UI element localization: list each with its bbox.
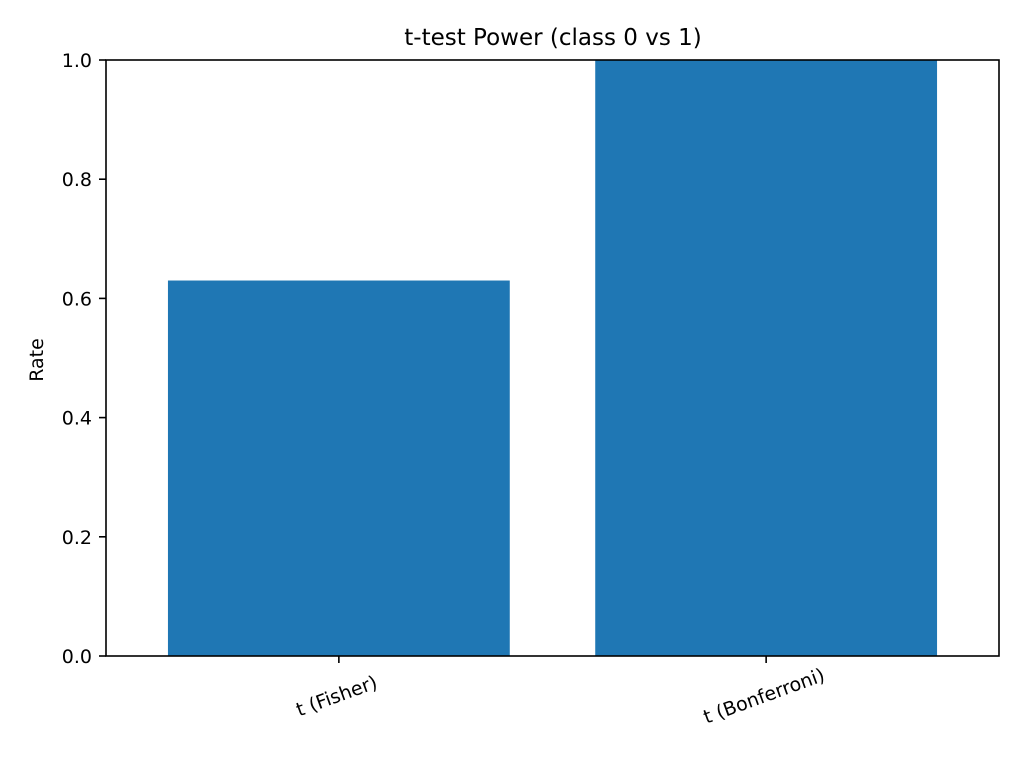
y-axis-label: Rate — [26, 338, 48, 382]
y-tick-label-5: 1.0 — [62, 50, 92, 72]
y-tick-label-1: 0.2 — [62, 527, 92, 549]
y-tick-label-4: 0.8 — [62, 169, 92, 191]
y-tick-label-3: 0.6 — [62, 288, 92, 310]
bar-1 — [595, 60, 938, 656]
bar-0 — [167, 280, 510, 656]
bars-layer — [167, 60, 938, 656]
y-axis-ticks: 0.0 0.2 0.4 0.6 0.8 1.0 — [62, 50, 106, 668]
plot-area-frame — [105, 59, 1000, 657]
y-tick-label-0: 0.0 — [62, 646, 92, 668]
chart-title: t-test Power (class 0 vs 1) — [404, 25, 701, 51]
y-tick-label-2: 0.4 — [62, 408, 92, 430]
